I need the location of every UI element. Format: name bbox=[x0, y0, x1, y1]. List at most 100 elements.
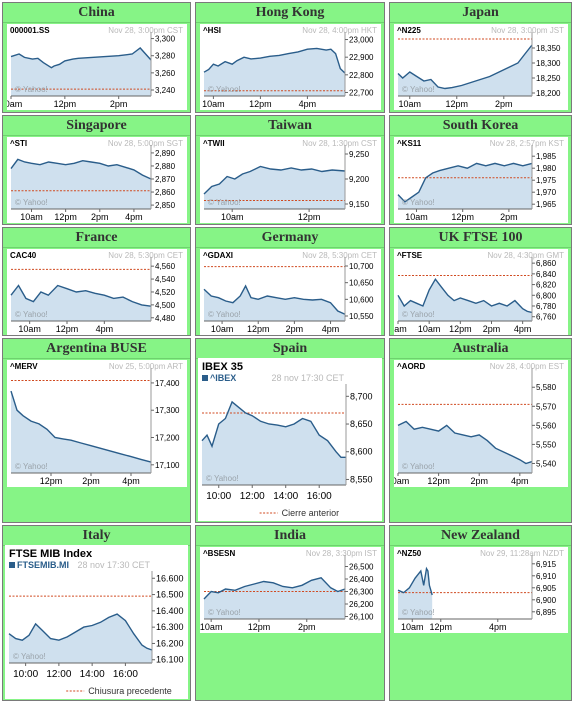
y-tick-label: 10,650 bbox=[349, 279, 374, 288]
stock-chart[interactable]: ^MERV Nov 25, 5:00pm ART 17,100 17,200 17,30… bbox=[7, 360, 187, 487]
chart-svg: 000001.SS Nov 28, 3:00pm CST 3,240 3,260 3,2… bbox=[7, 26, 183, 109]
x-tick-label: 2pm bbox=[470, 476, 488, 486]
y-tick-label: 6,760 bbox=[536, 313, 557, 322]
x-tick-label: 4pm bbox=[96, 324, 114, 334]
stock-chart[interactable]: ^HSI Nov 28, 4:00pm HKT 22,700 22,800 22,900… bbox=[200, 24, 381, 110]
symbol-label: ^NZ50 bbox=[397, 549, 422, 558]
y-tick-label: 6,915 bbox=[536, 560, 557, 569]
x-tick-label: 12pm bbox=[249, 99, 272, 109]
stock-chart[interactable]: ^BSESN Nov 28, 3:30pm IST 26,100 26,200 26,3… bbox=[200, 547, 381, 633]
y-tick-label: 26,300 bbox=[349, 588, 374, 597]
stock-chart[interactable]: IBEX 35 ^IBEX 28 nov 17:30 CET 8,550 8,600 8,… bbox=[198, 358, 382, 521]
x-tick-label: 10am bbox=[418, 324, 441, 334]
y-tick-label: 9,200 bbox=[349, 175, 370, 184]
y-tick-label: 6,860 bbox=[536, 259, 557, 268]
x-tick-label: 12pm bbox=[54, 212, 77, 222]
x-tick-label: 2pm bbox=[91, 212, 109, 222]
legend-label: Chiusura precedente bbox=[88, 686, 172, 696]
price-area bbox=[398, 421, 532, 473]
symbol-label: ^STI bbox=[10, 139, 27, 148]
x-tick-label: 4pm bbox=[514, 324, 532, 334]
stock-chart[interactable]: ^GDAXI Nov 28, 5:30pm CET 10,550 10,600 10,6… bbox=[200, 249, 381, 335]
x-tick-label: 2pm bbox=[483, 324, 501, 334]
timestamp-label: Nov 28, 5:00pm SGT bbox=[108, 139, 183, 148]
stock-chart[interactable]: ^KS11 Nov 28, 2:57pm KST 1,965 1,970 1,975 1,… bbox=[394, 137, 568, 223]
market-cell: UK FTSE 100 ^FTSE Nov 28, 4:30pm GMT 6,760 6… bbox=[389, 227, 572, 336]
chart-svg: ^STI Nov 28, 5:00pm SGT 2,850 2,860 2,870 2,8… bbox=[10, 139, 183, 222]
x-tick-label: 10am bbox=[405, 212, 428, 222]
y-tick-label: 17,300 bbox=[155, 406, 180, 415]
price-line bbox=[397, 277, 533, 314]
market-cell: India ^BSESN Nov 28, 3:30pm IST 26,100 26,20… bbox=[195, 525, 385, 701]
y-tick-label: 5,550 bbox=[536, 440, 557, 449]
series-marker bbox=[9, 562, 15, 568]
symbol-label: ^BSESN bbox=[203, 549, 235, 558]
symbol-label: ^IBEX bbox=[210, 373, 236, 383]
market-title: Spain bbox=[196, 339, 384, 359]
price-line bbox=[203, 577, 346, 600]
market-cell: Spain IBEX 35 ^IBEX 28 nov 17:30 CET 8,550 8,… bbox=[195, 338, 385, 523]
stock-chart[interactable]: ^NZ50 Nov 29, 11:28am NZDT 6,895 6,900 6,905… bbox=[394, 547, 568, 633]
y-tick-label: 8,550 bbox=[350, 474, 373, 484]
x-tick-label: 12pm bbox=[248, 622, 271, 632]
stock-chart[interactable]: ^STI Nov 28, 5:00pm SGT 2,850 2,860 2,870 2,8… bbox=[7, 137, 187, 223]
x-tick-label: 14:00 bbox=[273, 491, 298, 502]
stock-chart[interactable]: 000001.SS Nov 28, 3:00pm CST 3,240 3,260 3,2… bbox=[7, 24, 187, 110]
y-tick-label: 16.200 bbox=[156, 638, 184, 648]
chart-svg: ^NZ50 Nov 29, 11:28am NZDT 6,895 6,900 6,905… bbox=[397, 549, 564, 632]
x-tick-label: 12pm bbox=[430, 622, 453, 632]
market-cell: France CAC40 Nov 28, 5:30pm CET 4,480 4,500 4… bbox=[2, 227, 191, 336]
market-title: Taiwan bbox=[196, 116, 384, 136]
y-tick-label: 26,200 bbox=[349, 600, 374, 609]
price-area bbox=[9, 614, 152, 663]
stock-chart[interactable]: CAC40 Nov 28, 5:30pm CET 4,480 4,500 4,520 4,… bbox=[7, 249, 187, 335]
yahoo-watermark: © Yahoo! bbox=[15, 310, 48, 319]
stock-chart[interactable]: ^AORD Nov 28, 4:00pm EST 5,540 5,550 5,560 5,… bbox=[394, 360, 568, 487]
market-title: UK FTSE 100 bbox=[390, 228, 571, 248]
y-tick-label: 16.500 bbox=[156, 590, 184, 600]
market-cell: New Zealand ^NZ50 Nov 29, 11:28am NZDT 6,89… bbox=[389, 525, 572, 701]
price-line bbox=[397, 566, 433, 596]
stock-chart[interactable]: ^N225 Nov 28, 3:00pm JST 18,200 18,250 18,30… bbox=[394, 24, 568, 110]
x-tick-label: 10am bbox=[398, 99, 421, 109]
y-tick-label: 22,900 bbox=[349, 53, 374, 62]
stock-chart[interactable]: FTSE MIB Index FTSEMIB.MI 28 nov 17:30 CET… bbox=[5, 545, 188, 699]
y-tick-label: 2,880 bbox=[155, 162, 176, 171]
price-line bbox=[10, 47, 152, 69]
price-area bbox=[398, 163, 532, 209]
price-line bbox=[10, 284, 152, 307]
y-tick-label: 26,400 bbox=[349, 575, 374, 584]
y-tick-label: 18,350 bbox=[536, 44, 561, 53]
price-area bbox=[11, 159, 151, 209]
x-tick-label: 2pm bbox=[82, 476, 100, 486]
price-area bbox=[398, 568, 433, 619]
yahoo-watermark: © Yahoo! bbox=[402, 310, 435, 319]
market-cell: Taiwan ^TWII Nov 28, 1:30pm CST 9,150 9,200 9… bbox=[195, 115, 385, 225]
price-area bbox=[11, 391, 151, 473]
y-tick-label: 16.300 bbox=[156, 622, 184, 632]
price-area bbox=[204, 286, 345, 321]
chart-svg: ^GDAXI Nov 28, 5:30pm CET 10,550 10,600 10,6… bbox=[203, 251, 377, 334]
yahoo-watermark: © Yahoo! bbox=[402, 608, 435, 617]
market-title: Argentina BUSE bbox=[3, 339, 190, 359]
x-tick-label: 12pm bbox=[449, 324, 472, 334]
chart-svg: ^MERV Nov 25, 5:00pm ART 17,100 17,200 17,30… bbox=[10, 362, 183, 486]
yahoo-watermark: © Yahoo! bbox=[206, 474, 239, 483]
yahoo-watermark: © Yahoo! bbox=[15, 198, 48, 207]
y-tick-label: 6,900 bbox=[536, 596, 557, 605]
stock-chart[interactable]: ^TWII Nov 28, 1:30pm CST 9,150 9,200 9,250 10… bbox=[200, 137, 381, 223]
market-cell: Germany ^GDAXI Nov 28, 5:30pm CET 10,550 10,… bbox=[195, 227, 385, 336]
stock-chart[interactable]: ^FTSE Nov 28, 4:30pm GMT 6,760 6,780 6,800 6,… bbox=[394, 249, 568, 335]
x-tick-label: 12pm bbox=[298, 212, 321, 222]
y-tick-label: 16.100 bbox=[156, 655, 184, 665]
price-line bbox=[8, 613, 153, 651]
y-tick-label: 4,480 bbox=[155, 314, 176, 323]
y-tick-label: 8,650 bbox=[350, 419, 373, 429]
y-tick-label: 22,700 bbox=[349, 88, 374, 97]
y-tick-label: 1,975 bbox=[536, 176, 557, 185]
timestamp-label: Nov 28, 1:30pm CST bbox=[302, 139, 377, 148]
x-tick-label: 4pm bbox=[322, 324, 340, 334]
market-title: Japan bbox=[390, 3, 571, 23]
market-cell: Argentina BUSE ^MERV Nov 25, 5:00pm ART 17,… bbox=[2, 338, 191, 523]
